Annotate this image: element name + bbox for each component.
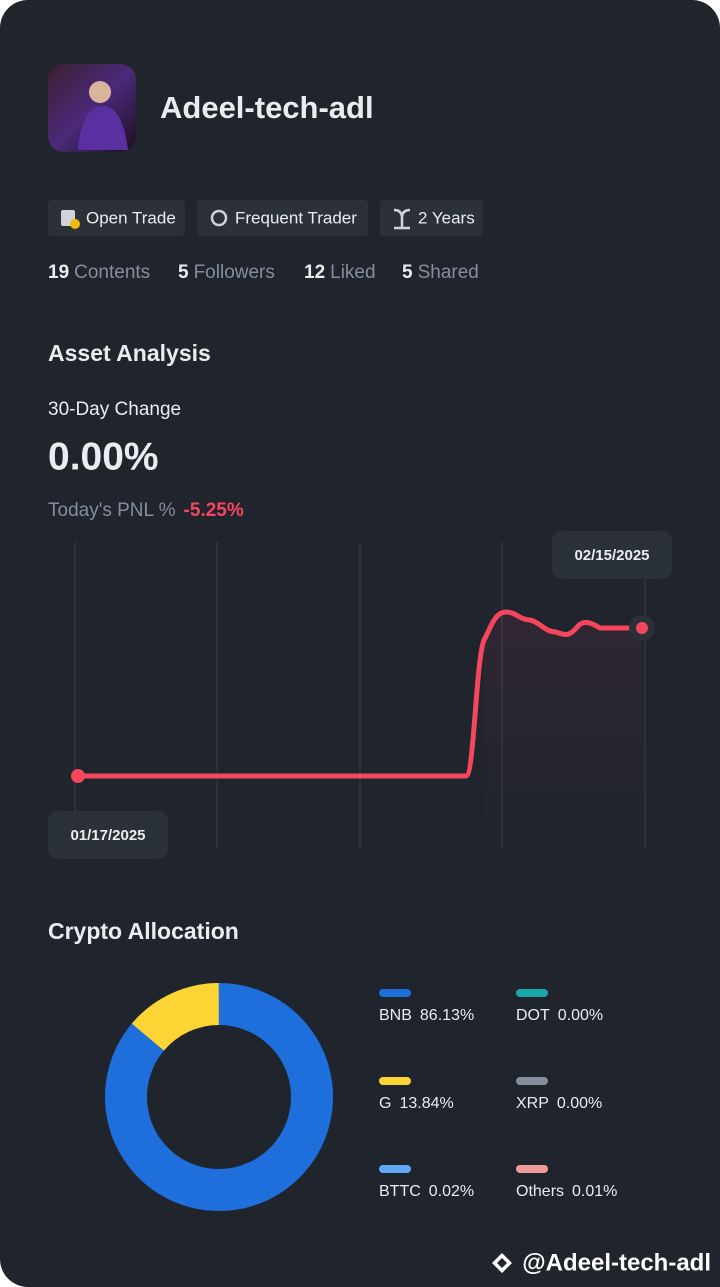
date-pill (48, 811, 168, 859)
stat: 5 Followers (178, 262, 275, 283)
stat-value: 12 (304, 262, 325, 283)
legend-swatch (379, 1165, 411, 1173)
legend: BNB 86.13% G 13.84% BTTC 0.02% DOT 0.00% XRP 0.00… (379, 989, 617, 1200)
profile-name: Adeel-tech-adl (160, 90, 374, 125)
pnl-label: Today's PNL % (48, 500, 176, 521)
stat-label: Shared (418, 262, 479, 283)
start-date: 01/17/2025 (70, 827, 145, 844)
legend-name: BNB (379, 1007, 412, 1024)
stat-value: 5 (178, 262, 189, 283)
legend-name: XRP (516, 1095, 549, 1112)
legend-swatch (516, 1077, 548, 1085)
stat-label: Followers (194, 262, 275, 283)
end-date: 02/15/2025 (574, 547, 649, 564)
footer-bar (486, 1242, 720, 1287)
donut (105, 982, 333, 1211)
legend-swatch (516, 1165, 548, 1173)
stat-value: 5 (402, 262, 413, 283)
stat-label: Contents (74, 262, 150, 283)
footer-logo (492, 1253, 512, 1273)
legend-name: G (379, 1095, 391, 1112)
pnl-value: -5.25% (184, 500, 244, 521)
legend-name: Others (516, 1183, 564, 1200)
chart-area (484, 612, 642, 848)
legend-name: BTTC (379, 1183, 421, 1200)
legend-entry: DOT 0.00% (516, 1007, 603, 1024)
line-point (636, 622, 648, 634)
donut-segment (131, 983, 220, 1052)
tag (197, 200, 368, 236)
legend-swatch (379, 989, 411, 997)
donut-segment (105, 983, 333, 1211)
pnl: Today's PNL % -5.25% (48, 500, 244, 521)
stat-label: Liked (330, 262, 375, 283)
legend-entry: BNB 86.13% (379, 1007, 474, 1024)
stat: 12 Liked (304, 262, 376, 283)
stat: 5 Shared (402, 262, 479, 283)
tag-label: Open Trade (86, 208, 176, 227)
legend-value: 0.02% (429, 1183, 474, 1200)
legend-value: 0.00% (558, 1007, 603, 1024)
tag-icon (70, 219, 80, 229)
tag-label: Frequent Trader (235, 208, 357, 227)
section-title: Asset Analysis (48, 340, 211, 366)
legend-value: 0.01% (572, 1183, 617, 1200)
tag-label: 2 Years (418, 208, 475, 227)
legend-value: 86.13% (420, 1007, 474, 1024)
tag-icon (210, 209, 228, 227)
date-pill (552, 531, 672, 579)
tag-icon (393, 208, 411, 230)
section-title: Crypto Allocation (48, 918, 239, 944)
legend-entry: G 13.84% (379, 1095, 454, 1112)
legend-value: 0.00% (557, 1095, 602, 1112)
legend-value: 13.84% (399, 1095, 453, 1112)
legend-entry: Others 0.01% (516, 1183, 617, 1200)
legend-swatch (379, 1077, 411, 1085)
change-label: 30-Day Change (48, 399, 181, 420)
change-value: 0.00% (48, 435, 159, 478)
legend-entry: BTTC 0.02% (379, 1183, 474, 1200)
line-point (71, 769, 85, 783)
legend-swatch (516, 989, 548, 997)
stat-value: 19 (48, 262, 69, 283)
stat: 19 Contents (48, 262, 150, 283)
avatar-figure (78, 106, 128, 150)
legend-name: DOT (516, 1007, 550, 1024)
pnl-line (78, 609, 642, 779)
tag (48, 200, 185, 236)
footer-handle: @Adeel-tech-adl (522, 1249, 711, 1276)
avatar-figure (89, 81, 111, 103)
legend-entry: XRP 0.00% (516, 1095, 602, 1112)
